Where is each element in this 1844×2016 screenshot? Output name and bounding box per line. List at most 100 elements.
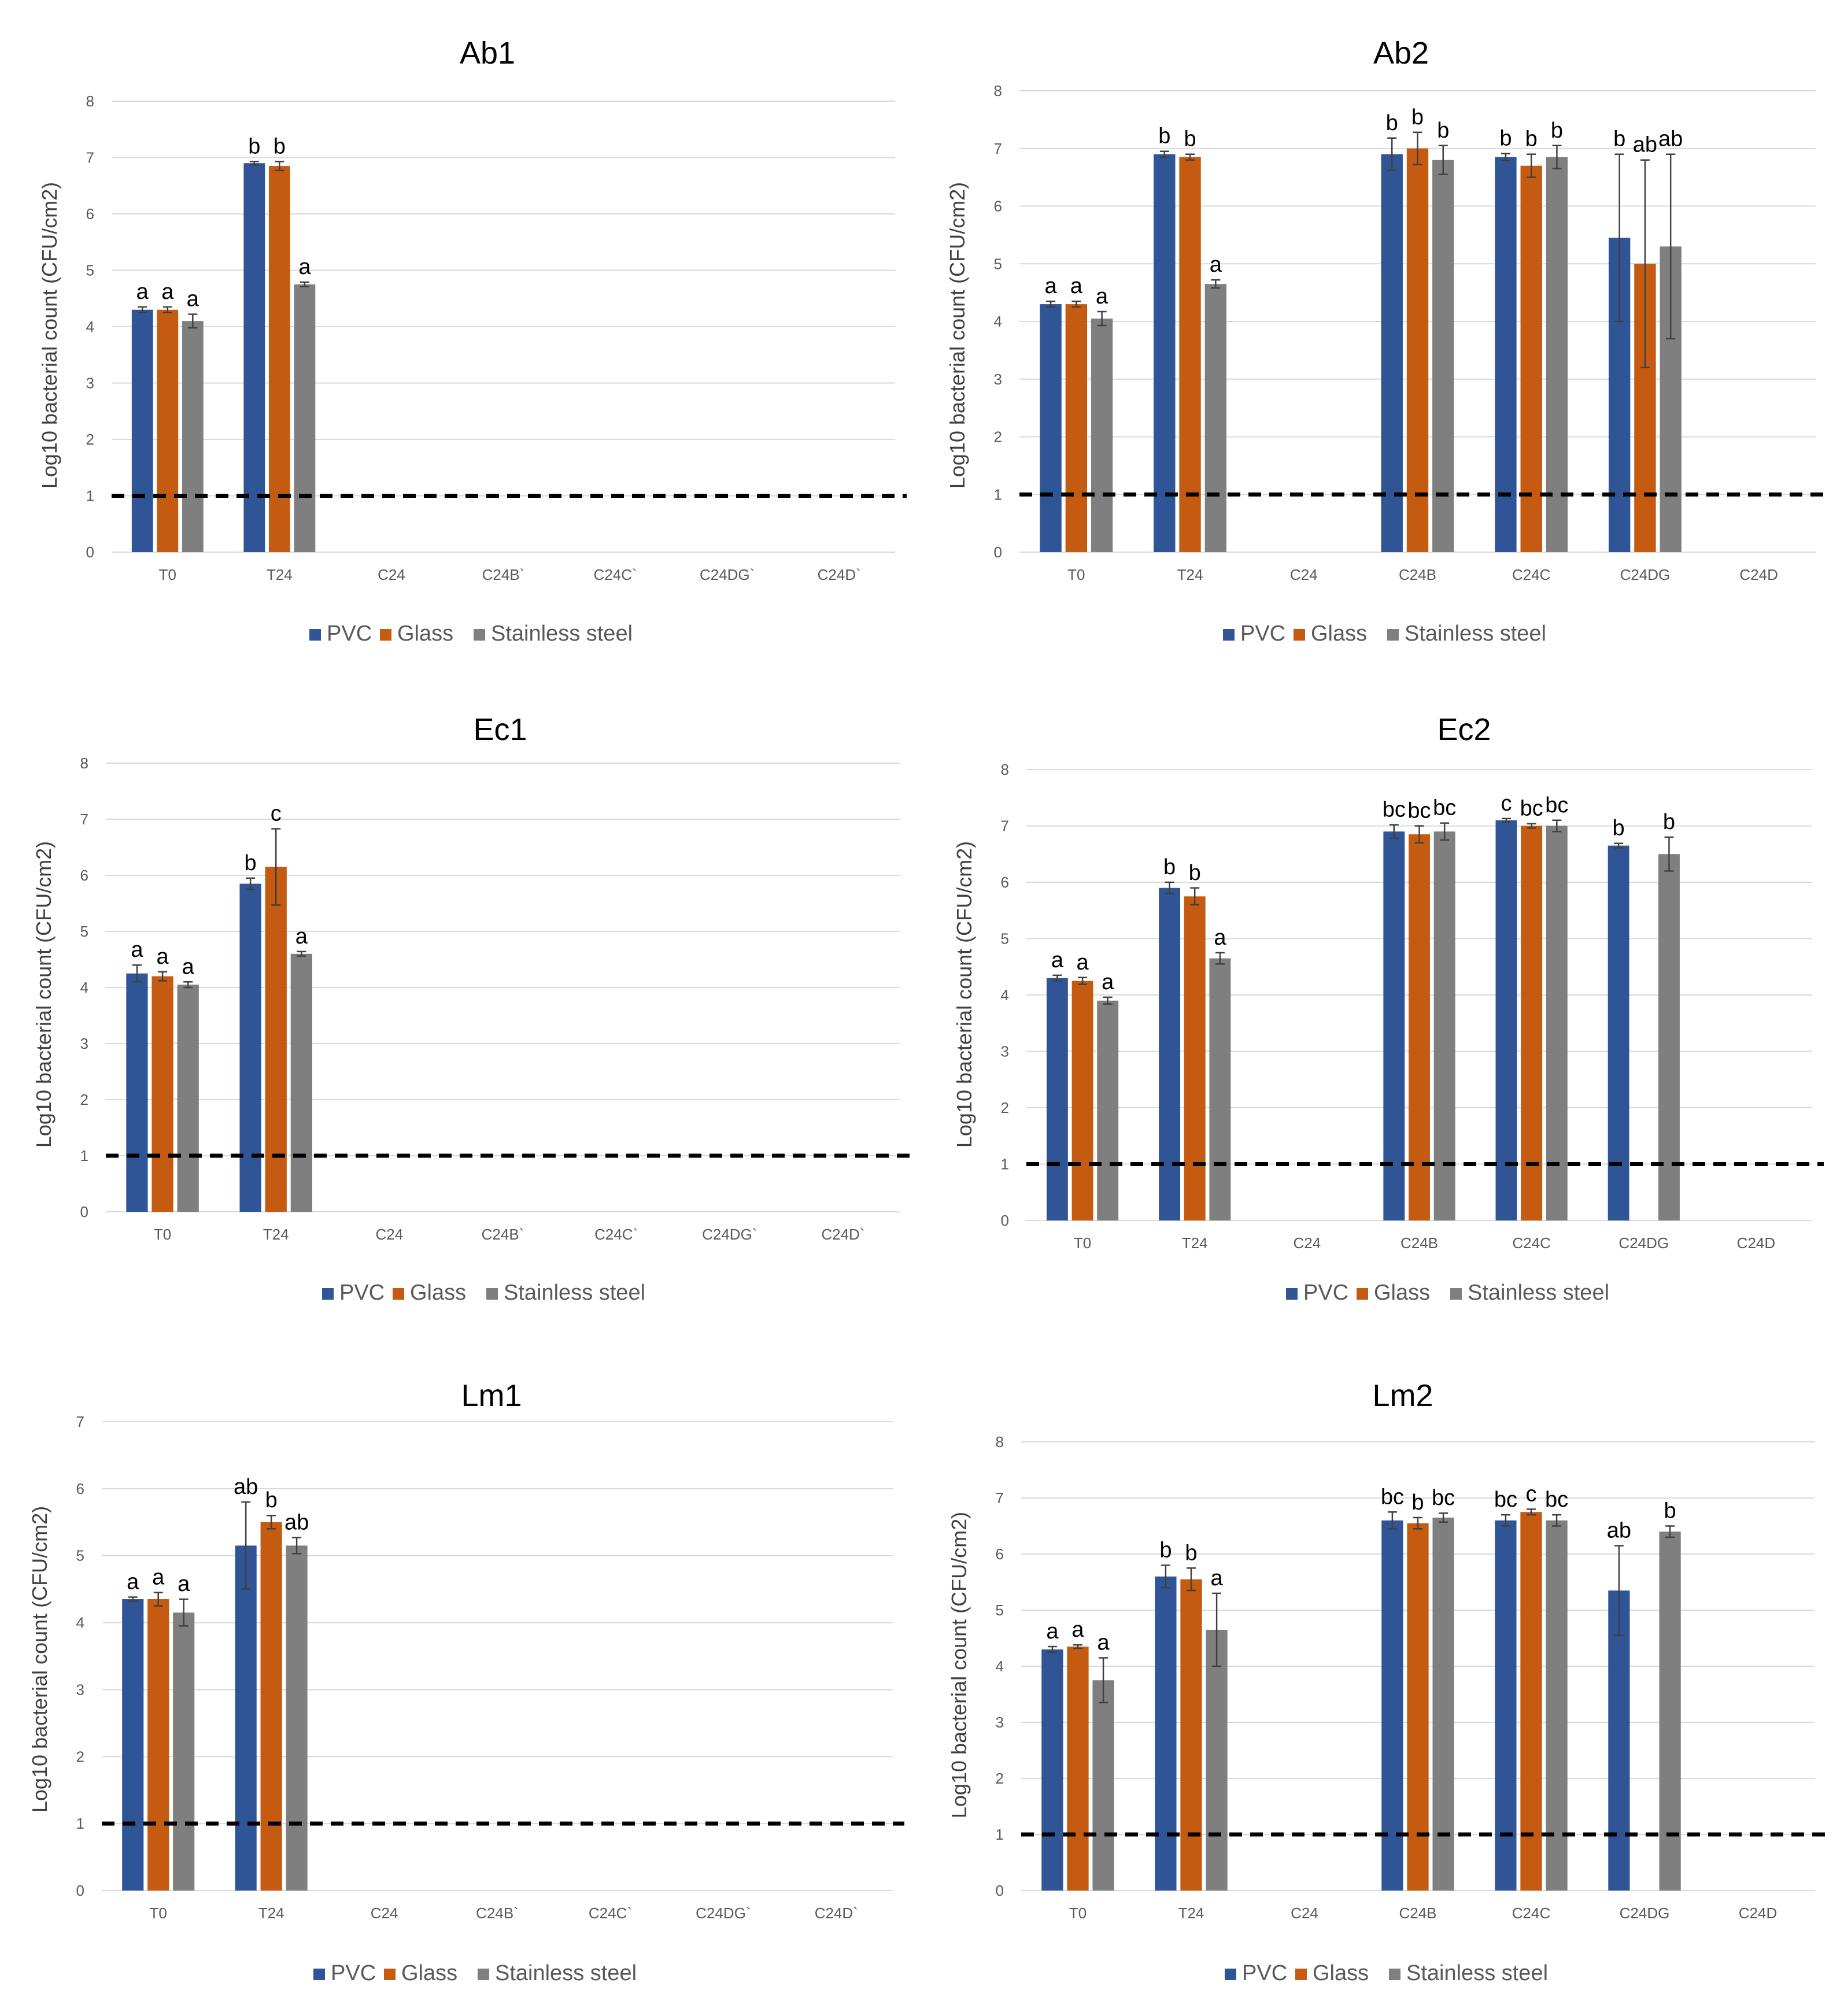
legend-label-pvc: PVC — [1303, 1281, 1348, 1305]
y-tick-label: 4 — [1001, 986, 1009, 1004]
legend-swatch-glass — [380, 629, 391, 641]
y-axis-label: Log10 bacterial count (CFU/cm2) — [38, 182, 61, 489]
x-tick-label: C24DG` — [700, 566, 755, 583]
significance-letter: ab — [234, 1475, 258, 1499]
y-tick-label: 4 — [76, 1614, 84, 1632]
bar-pvc-c24b — [1381, 1520, 1403, 1891]
significance-letter: bc — [1520, 797, 1543, 821]
chart-title: Ab2 — [1373, 36, 1429, 71]
legend-label-glass: Glass — [1313, 1961, 1369, 1985]
bar-glass-t0 — [157, 309, 179, 552]
bar-pvc-c24c — [1495, 1520, 1517, 1891]
bar-glass-t0 — [1065, 304, 1088, 552]
x-tick-label: C24C — [1512, 1234, 1550, 1252]
x-tick-label: T0 — [159, 566, 176, 583]
bar-pvc-c24c — [1495, 820, 1517, 1220]
x-tick-label: C24DG — [1618, 1234, 1669, 1252]
y-tick-label: 4 — [994, 313, 1002, 330]
significance-letter: bc — [1407, 799, 1431, 823]
significance-letter: b — [1663, 810, 1675, 834]
chart-title: Lm2 — [1372, 1378, 1433, 1413]
significance-letter: b — [1664, 1499, 1676, 1523]
y-axis-label: Log10 bacterial count (CFU/cm2) — [28, 1506, 51, 1812]
chart-ab2: Ab2 0 1 2 3 4 5 6 7 8 Log10 bacterial count (CFU/c… — [945, 36, 1827, 646]
legend-label-pvc: PVC — [1240, 622, 1285, 646]
bar-glass-c24b — [1406, 148, 1429, 552]
legend: PVC Glass Stainless steel — [1223, 622, 1546, 646]
y-tick-label: 5 — [1001, 930, 1009, 948]
bar-pvc-t24 — [239, 883, 261, 1212]
significance-letter: a — [131, 938, 143, 962]
significance-letter: a — [1071, 1618, 1084, 1642]
x-tick-label: C24 — [376, 1226, 404, 1243]
chart-ec2: Ec2 0 1 2 3 4 5 6 7 8 Log10 bacterial count (CFU/c… — [952, 712, 1824, 1305]
bar-stainless-steel-t0 — [173, 1612, 195, 1891]
legend-swatch-pvc — [309, 629, 321, 641]
x-tick-label: T0 — [1069, 1904, 1087, 1922]
x-tick-label: C24DG` — [702, 1226, 757, 1243]
bar-pvc-c24b — [1381, 154, 1403, 553]
significance-letter: ab — [1607, 1518, 1631, 1542]
significance-letter: a — [152, 1565, 165, 1589]
significance-letter: bc — [1383, 798, 1406, 822]
x-tick-label: C24D` — [821, 1226, 864, 1243]
significance-letter: bc — [1432, 1486, 1455, 1510]
legend: PVC Glass Stainless steel — [1286, 1281, 1609, 1305]
significance-letter: b — [1499, 127, 1512, 151]
legend: PVC Glass Stainless steel — [322, 1281, 645, 1305]
bar-glass-t24 — [1184, 896, 1206, 1220]
legend-swatch-pvc — [1223, 629, 1235, 641]
legend-swatch-stainless-steel — [486, 1288, 498, 1300]
significance-letter: b — [1411, 1490, 1424, 1515]
bar-pvc-c24c — [1495, 157, 1517, 552]
legend-swatch-pvc — [1286, 1288, 1298, 1300]
significance-letter: b — [1551, 119, 1563, 143]
x-tick-label: C24DG` — [696, 1904, 751, 1922]
significance-letter: b — [248, 134, 260, 158]
bar-stainless-steel-t24 — [1206, 1629, 1228, 1891]
bar-pvc-t0 — [1041, 1649, 1063, 1891]
y-tick-label: 6 — [996, 1545, 1004, 1563]
y-tick-label: 1 — [80, 1147, 88, 1164]
y-tick-label: 7 — [994, 140, 1002, 157]
x-tick-label: C24C` — [589, 1904, 632, 1922]
significance-letter: a — [1097, 1630, 1110, 1655]
bar-glass-t0 — [1071, 981, 1093, 1220]
significance-letter: a — [298, 255, 311, 279]
x-tick-label: C24B` — [482, 1226, 524, 1243]
significance-letter: a — [136, 280, 149, 304]
significance-letter: c — [271, 801, 282, 826]
bar-stainless-steel-t0 — [1091, 319, 1113, 552]
significance-letter: a — [178, 1572, 190, 1596]
y-tick-label: 1 — [994, 486, 1002, 503]
legend-swatch-pvc — [322, 1288, 334, 1300]
significance-letter: b — [1411, 105, 1424, 130]
bar-glass-c24c — [1521, 826, 1543, 1220]
y-tick-label: 1 — [86, 487, 94, 505]
y-tick-label: 6 — [76, 1480, 84, 1497]
bar-stainless-steel-t24 — [1209, 958, 1231, 1220]
bar-stainless-steel-c24dg — [1658, 854, 1680, 1220]
y-tick-label: 8 — [86, 93, 94, 110]
legend-label-glass: Glass — [410, 1281, 466, 1305]
x-tick-label: T0 — [1074, 1234, 1091, 1252]
x-tick-label: T24 — [1182, 1234, 1208, 1252]
x-tick-label: C24B — [1399, 566, 1436, 583]
x-tick-label: C24D` — [815, 1904, 858, 1922]
y-tick-label: 0 — [994, 543, 1002, 561]
x-tick-label: C24 — [1291, 1904, 1318, 1922]
x-tick-label: T0 — [150, 1904, 167, 1922]
legend-label-stainless-steel: Stainless steel — [495, 1961, 637, 1985]
legend-label-glass: Glass — [1374, 1281, 1430, 1305]
significance-letter: b — [274, 134, 286, 158]
significance-letter: b — [1158, 124, 1170, 149]
x-tick-label: C24C — [1512, 1904, 1550, 1922]
significance-letter: a — [127, 1570, 139, 1595]
bar-glass-c24b — [1407, 1523, 1429, 1891]
legend-swatch-glass — [1294, 629, 1305, 641]
bar-stainless-steel-t0 — [1097, 1000, 1119, 1220]
x-tick-label: C24B — [1400, 1234, 1438, 1252]
bar-stainless-steel-c24dg — [1659, 1532, 1681, 1891]
significance-letter: bc — [1545, 793, 1568, 818]
bar-glass-t0 — [147, 1599, 169, 1891]
